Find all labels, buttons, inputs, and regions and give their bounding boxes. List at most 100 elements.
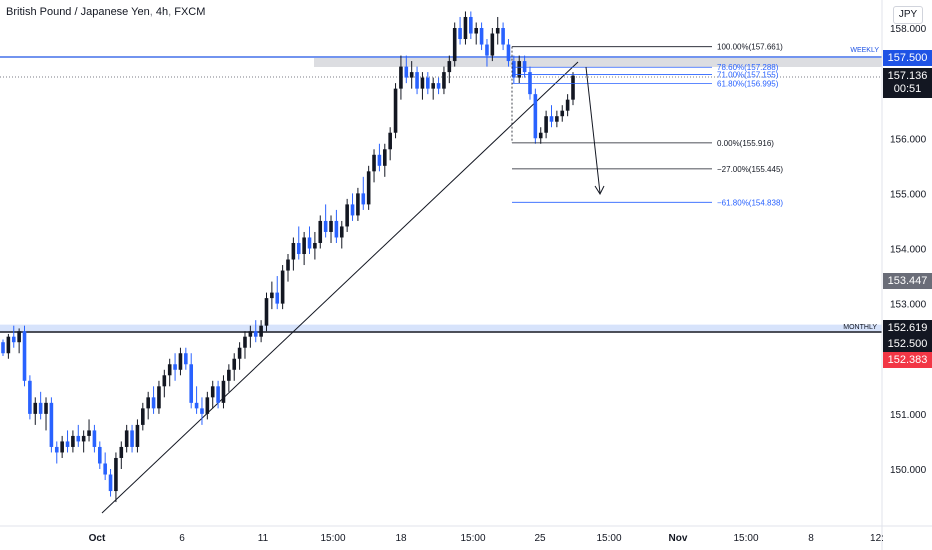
gray-level-tag: 153.447 bbox=[883, 273, 932, 289]
candle-body bbox=[92, 430, 97, 447]
fibonacci-layer: 100.00%(157.661) 78.60%(157.288)71.00%(15… bbox=[511, 43, 783, 207]
candle-body bbox=[286, 259, 290, 271]
fib-label: 100.00%(157.661) bbox=[717, 43, 783, 52]
candle-body bbox=[178, 353, 183, 370]
candle-body bbox=[560, 110, 565, 117]
candle-body bbox=[38, 402, 43, 414]
candle-body bbox=[60, 441, 64, 453]
candle-body bbox=[65, 441, 70, 447]
candle-body bbox=[458, 28, 462, 40]
candle-body bbox=[135, 424, 140, 447]
fib-label: −61.80%(154.838) bbox=[717, 198, 783, 207]
x-tick-label: 15:00 bbox=[320, 533, 345, 544]
candle-body bbox=[485, 44, 489, 56]
candle-body bbox=[495, 28, 500, 34]
candle-body bbox=[323, 220, 328, 232]
candle-body bbox=[538, 132, 543, 139]
candle-body bbox=[232, 358, 237, 370]
candle-body bbox=[200, 408, 204, 414]
candle-body bbox=[517, 61, 522, 78]
candle-body bbox=[71, 435, 75, 447]
candle-body bbox=[221, 380, 226, 403]
candle-body bbox=[11, 336, 16, 343]
candle-body bbox=[205, 397, 210, 414]
candle-body bbox=[345, 204, 349, 227]
candle-body bbox=[415, 72, 419, 89]
weekly-zone bbox=[314, 58, 882, 67]
y-tick-label: 153.000 bbox=[890, 300, 927, 311]
fib-label: 78.60%(157.288) bbox=[717, 63, 779, 72]
projection-arrow bbox=[585, 66, 601, 194]
candle-body bbox=[474, 28, 479, 34]
candle-body bbox=[549, 116, 554, 122]
current-price-tag: 157.136 00:51 bbox=[883, 68, 932, 98]
candle-body bbox=[44, 402, 48, 414]
candle-body bbox=[49, 402, 54, 447]
zones-layer bbox=[0, 58, 882, 332]
candle-body bbox=[237, 347, 242, 359]
candle-body bbox=[490, 33, 495, 56]
candle-body bbox=[157, 386, 161, 409]
candle-body bbox=[339, 226, 344, 238]
candle-body bbox=[501, 28, 505, 45]
candle-body bbox=[167, 364, 172, 376]
candle-body bbox=[296, 242, 301, 255]
candle-body bbox=[366, 171, 371, 205]
candle-body bbox=[469, 16, 473, 34]
candle-body bbox=[227, 369, 231, 381]
x-tick-label: 11 bbox=[258, 533, 269, 544]
x-tick-label: Oct bbox=[89, 533, 106, 544]
candle-body bbox=[318, 220, 323, 243]
x-tick-label: 18 bbox=[395, 533, 407, 544]
candle-body bbox=[264, 298, 269, 326]
interval-label: 4h bbox=[155, 6, 169, 18]
candle-body bbox=[436, 83, 441, 89]
candle-body bbox=[307, 237, 312, 249]
candle-body bbox=[555, 116, 559, 122]
candle-body bbox=[275, 292, 280, 304]
x-tick-label: 25 bbox=[534, 533, 546, 544]
candle-body bbox=[565, 99, 570, 111]
y-tick-label: 155.000 bbox=[890, 189, 927, 200]
y-tick-label: 154.000 bbox=[890, 245, 927, 256]
candle-body bbox=[97, 446, 102, 464]
fib-label: 71.00%(157.155) bbox=[717, 71, 779, 80]
candle-body bbox=[313, 242, 317, 249]
symbol-name: British Pound / Japanese Yen bbox=[6, 6, 150, 18]
candle-body bbox=[114, 457, 118, 492]
candle-body bbox=[452, 28, 457, 62]
currency-button[interactable]: JPY bbox=[893, 6, 923, 24]
trendline bbox=[101, 61, 579, 514]
fib-label: −27.00%(155.445) bbox=[717, 165, 783, 174]
candle-body bbox=[248, 331, 253, 337]
candle-body bbox=[356, 193, 360, 216]
candle-body bbox=[512, 61, 516, 78]
candle-body bbox=[270, 292, 274, 299]
candle-body bbox=[216, 386, 220, 403]
x-tick-label: 12: bbox=[870, 533, 884, 544]
y-tick-label: 150.000 bbox=[890, 465, 927, 476]
candle-body bbox=[194, 402, 199, 409]
candle-body bbox=[409, 72, 414, 78]
y-tick-label: 151.000 bbox=[890, 410, 927, 421]
candle-body bbox=[544, 116, 548, 133]
monthly-price-tag: 152.619 bbox=[883, 320, 932, 336]
candle-body bbox=[151, 397, 156, 409]
candle-body bbox=[334, 220, 339, 238]
candle-body bbox=[243, 336, 247, 348]
weekly-price-tag: 157.500 bbox=[883, 50, 932, 66]
candle-body bbox=[103, 463, 107, 475]
levels-layer: WEEKLY MONTHLY bbox=[0, 47, 882, 333]
candle-body bbox=[76, 435, 81, 442]
candle-body bbox=[329, 220, 333, 232]
candle-body bbox=[463, 16, 468, 40]
candle-body bbox=[388, 132, 392, 150]
candle-body bbox=[377, 154, 382, 166]
candle-body bbox=[442, 72, 446, 89]
trendline-layer bbox=[101, 61, 579, 514]
candle-body bbox=[393, 88, 398, 133]
candle-body bbox=[119, 446, 124, 458]
candle-body bbox=[22, 331, 27, 381]
